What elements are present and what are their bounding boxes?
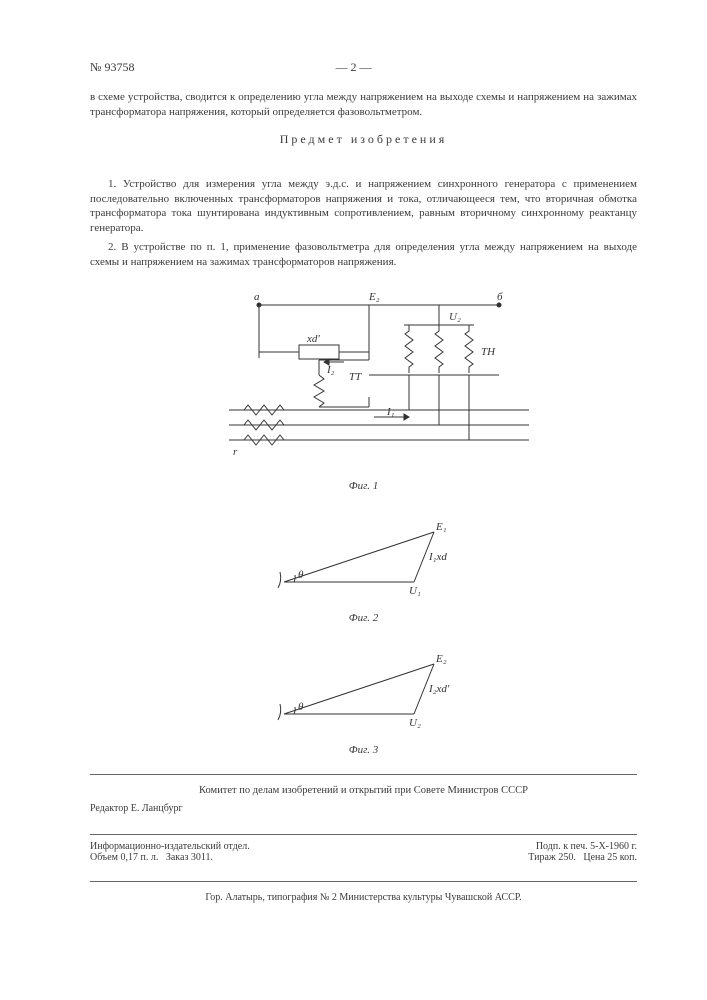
fig3-caption: Фиг. 3 [90, 744, 637, 756]
intro-text: в схеме устройства, сводится к определен… [90, 90, 637, 120]
fig1-label-TH: ТН [481, 346, 496, 358]
fig3-label-E2: E₂ [435, 653, 447, 665]
fig1-label-b: б [497, 291, 503, 303]
footer-vol: Объем 0,17 п. л. [90, 852, 158, 863]
fig3-label-I2xd: I₂xd' [428, 683, 450, 695]
footer-rule-3 [90, 881, 637, 882]
footer-row-2: Объем 0,17 п. л. Заказ 3011. Тираж 250. … [90, 852, 637, 863]
footer-row-1: Информационно-издательский отдел. Подп. … [90, 841, 637, 852]
fig1-label-xd: xd' [306, 333, 320, 345]
fig3-label-U2: U₂ [409, 717, 421, 729]
footer-tirage: Тираж 250. [528, 852, 576, 863]
claim-1: 1. Устройство для измерения угла между э… [90, 177, 637, 236]
footer-rule-2 [90, 834, 637, 835]
figure-1: a E₂ б U₂ xd' I₂ ТТ ТН I₁ r [90, 290, 637, 470]
fig2-label-theta: θ [298, 569, 304, 581]
fig2-caption: Фиг. 2 [90, 612, 637, 624]
footer-printhouse: Гор. Алатырь, типография № 2 Министерств… [90, 892, 637, 903]
footer-editor: Редактор Е. Ланцбург [90, 802, 637, 816]
claims-block: 1. Устройство для измерения угла между э… [90, 177, 637, 270]
doc-number: № 93758 [90, 60, 134, 75]
figure-3: E₂ I₂xd' U₂ θ [90, 644, 637, 734]
footer-price: Цена 25 коп. [583, 852, 637, 863]
fig1-label-a: a [254, 291, 260, 303]
claim-2: 2. В устройстве по п. 1, применение фазо… [90, 240, 637, 270]
section-title: Предмет изобретения [90, 132, 637, 147]
footer-order: Заказ 3011. [166, 852, 213, 863]
page-number: — 2 — [336, 60, 372, 75]
fig1-label-I2: I₂ [326, 364, 335, 376]
footer-dept: Информационно-издательский отдел. [90, 841, 250, 852]
fig1-label-U2: U₂ [449, 311, 461, 323]
figure-2: E₁ I₁xd U₁ θ [90, 512, 637, 602]
footer-rule-1 [90, 774, 637, 775]
fig1-label-E2: E₂ [368, 291, 380, 303]
fig1-label-r: r [233, 446, 238, 458]
intro-paragraph: в схеме устройства, сводится к определен… [90, 90, 637, 120]
fig2-label-U1: U₁ [409, 585, 421, 597]
fig1-label-TT: ТТ [349, 371, 362, 383]
footer-signdate: Подп. к печ. 5-X-1960 г. [536, 841, 637, 852]
footer-committee: Комитет по делам изобретений и открытий … [90, 785, 637, 796]
fig1-caption: Фиг. 1 [90, 480, 637, 492]
fig1-label-I1: I₁ [386, 406, 395, 418]
fig3-label-theta: θ [298, 701, 304, 713]
fig2-label-E1: E₁ [435, 521, 447, 533]
fig2-label-I1xd: I₁xd [428, 551, 447, 563]
